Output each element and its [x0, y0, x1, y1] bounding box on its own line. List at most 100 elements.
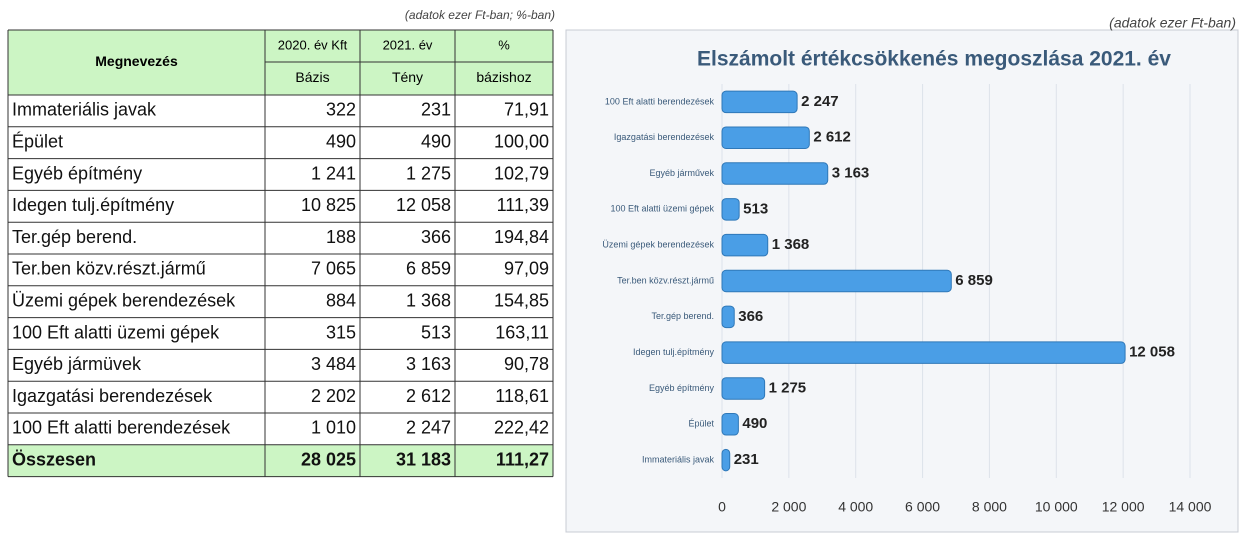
- bar: [721, 233, 769, 257]
- bar: [721, 126, 810, 149]
- table-cell: 1 241: [311, 163, 356, 183]
- table-cell: 111,27: [496, 449, 549, 469]
- table-cell: 154,85: [494, 290, 549, 310]
- table-cell: 490: [326, 131, 356, 151]
- table-cell: 188: [326, 227, 356, 247]
- table-cell: 366: [421, 227, 451, 247]
- bar: [721, 90, 798, 114]
- bar: [721, 413, 739, 436]
- y-tick-label: Immateriális javak: [642, 454, 715, 464]
- x-tick-label: 6 000: [905, 499, 940, 515]
- table-cell: Egyéb jármüvek: [12, 354, 142, 374]
- value-label: 231: [734, 451, 759, 468]
- chart-note: (adatok ezer Ft-ban): [1109, 15, 1236, 31]
- y-tick-label: 100 Eft alatti berendezések: [605, 96, 715, 106]
- table-cell: 2 612: [406, 386, 451, 406]
- header-cell: 2020. év Kft: [278, 37, 348, 52]
- value-label: 1 275: [769, 379, 807, 396]
- header-cell: 2021. év: [383, 37, 433, 52]
- bar: [721, 305, 735, 329]
- table-cell: 194,84: [494, 227, 549, 247]
- table-cell: Immateriális javak: [12, 100, 157, 120]
- table-cell: 3 484: [311, 354, 356, 374]
- table-cell: 28 025: [301, 449, 356, 469]
- table-note: (adatok ezer Ft-ban; %-ban): [405, 8, 555, 22]
- table-cell: 163,11: [495, 322, 549, 342]
- table-cell: 884: [326, 290, 356, 310]
- table-cell: 490: [421, 131, 451, 151]
- table-cell: 102,79: [494, 163, 549, 183]
- table-cell: 322: [326, 100, 356, 120]
- table-cell: 100 Eft alatti üzemi gépek: [12, 322, 220, 342]
- table-cell: Igazgatási berendezések: [12, 386, 213, 406]
- header-cell: %: [498, 37, 510, 52]
- header-cell: Bázis: [295, 69, 329, 85]
- table-cell: Összesen: [12, 449, 96, 469]
- table-cell: 315: [326, 322, 356, 342]
- table-cell: 222,42: [494, 418, 549, 438]
- table-cell: 12 058: [396, 195, 451, 215]
- y-tick-label: Egyéb járművek: [649, 168, 714, 178]
- table-cell: Üzemi gépek berendezések: [12, 290, 236, 310]
- table-cell: 3 163: [406, 354, 451, 374]
- value-label: 1 368: [772, 236, 810, 253]
- chart-title: Elszámolt értékcsökkenés megoszlása 2021…: [697, 48, 1171, 71]
- x-tick-label: 2 000: [771, 499, 806, 515]
- table-cell: 231: [421, 100, 451, 120]
- table-cell: Egyéb építmény: [12, 163, 142, 183]
- x-tick-label: 10 000: [1035, 499, 1078, 515]
- x-tick-label: 4 000: [838, 499, 873, 515]
- table-cell: 111,39: [497, 195, 549, 215]
- table-cell: 1 275: [406, 163, 451, 183]
- value-label: 366: [738, 308, 763, 325]
- bar: [721, 269, 952, 293]
- header-cell: bázishoz: [476, 69, 531, 85]
- table-cell: 2 202: [311, 386, 356, 406]
- x-tick-label: 14 000: [1169, 499, 1212, 515]
- table-cell: 10 825: [301, 195, 356, 215]
- table-cell: Ter.ben közv.részt.jármű: [12, 259, 206, 279]
- header-cell: Megnevezés: [95, 53, 178, 69]
- y-tick-label: Egyéb építmény: [649, 383, 715, 393]
- value-label: 3 163: [832, 165, 870, 182]
- y-tick-label: Ter.gép berend.: [651, 311, 714, 321]
- table-cell: 513: [421, 322, 451, 342]
- table-cell: 6 859: [406, 259, 451, 279]
- table-cell: 100 Eft alatti berendezések: [12, 418, 231, 438]
- table-cell: Ter.gép berend.: [12, 227, 137, 247]
- table-cell: 100,00: [494, 131, 549, 151]
- y-tick-label: 100 Eft alatti üzemi gépek: [610, 204, 714, 214]
- x-tick-label: 0: [718, 499, 726, 515]
- header-cell: Tény: [392, 69, 423, 85]
- y-tick-label: Üzemi gépek berendezések: [602, 240, 714, 250]
- x-tick-label: 12 000: [1102, 499, 1145, 515]
- table-cell: 97,09: [504, 259, 549, 279]
- table-cell: 1 010: [311, 418, 356, 438]
- table-cell: 31 183: [396, 449, 451, 469]
- value-label: 2 612: [813, 129, 851, 146]
- table-cell: 90,78: [504, 354, 549, 374]
- y-tick-label: Idegen tulj.építmény: [633, 347, 715, 357]
- value-label: 490: [742, 415, 767, 432]
- table-cell: 2 247: [406, 418, 451, 438]
- bar: [721, 341, 1126, 364]
- table-cell: 71,91: [504, 100, 549, 120]
- y-tick-label: Igazgatási berendezések: [614, 132, 715, 142]
- value-label: 6 859: [955, 272, 993, 289]
- table-cell: Idegen tulj.építmény: [12, 195, 174, 215]
- value-label: 513: [743, 200, 768, 217]
- y-tick-label: Ter.ben közv.részt.jármű: [617, 275, 714, 285]
- table-cell: 7 065: [311, 259, 356, 279]
- table-cell: 118,61: [495, 386, 549, 406]
- table-cell: 1 368: [406, 290, 451, 310]
- x-tick-label: 8 000: [972, 499, 1007, 515]
- total-bg: [8, 444, 553, 477]
- value-label: 2 247: [801, 93, 839, 110]
- value-label: 12 058: [1129, 344, 1175, 361]
- bar: [721, 198, 740, 221]
- bar: [721, 377, 766, 400]
- table-cell: Épület: [12, 131, 63, 151]
- bar: [721, 162, 829, 185]
